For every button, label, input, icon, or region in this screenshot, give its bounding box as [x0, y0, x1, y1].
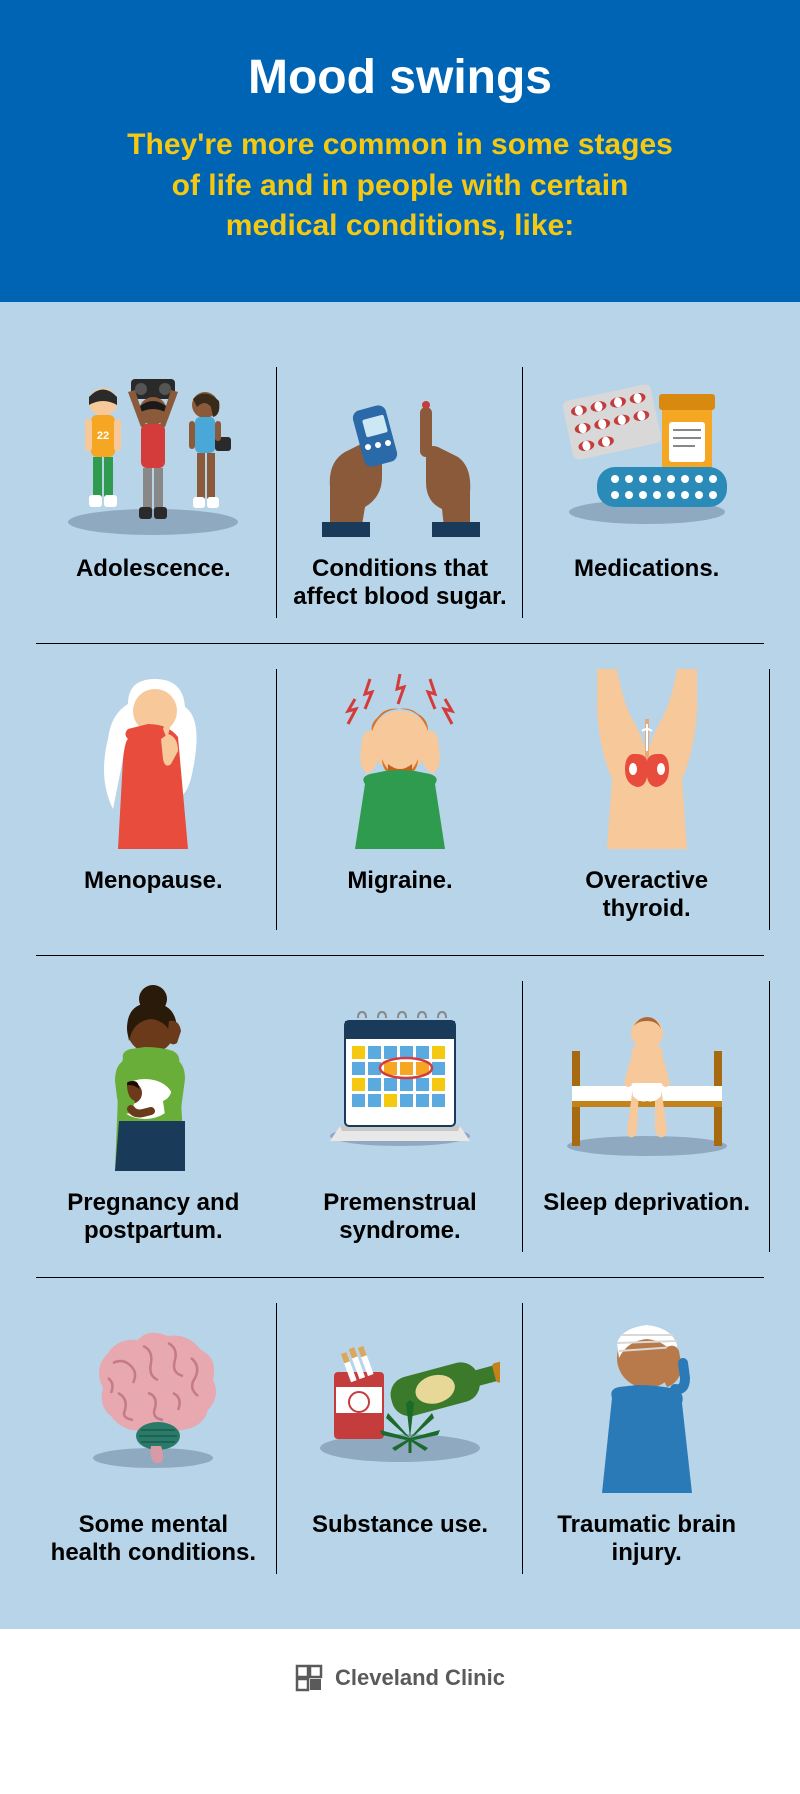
grid-cell: 22 — [30, 342, 277, 643]
grid-cell: Some mental health conditions. — [30, 1278, 277, 1599]
cell-label: Migraine. — [347, 867, 452, 925]
svg-text:22: 22 — [97, 430, 109, 442]
grid-cell: Medications. — [523, 342, 770, 643]
conditions-grid: 22 — [0, 302, 800, 1629]
thyroid-icon — [538, 669, 755, 849]
migraine-icon — [292, 669, 509, 849]
substance-icon — [292, 1303, 509, 1493]
grid-cell: Conditions that affect blood sugar. — [277, 342, 524, 643]
cell-label: Overactive thyroid. — [538, 867, 755, 925]
grid-cell: Migraine. — [277, 644, 524, 955]
cell-label: Premenstrual syndrome. — [292, 1189, 509, 1247]
cell-label: Pregnancy and postpartum. — [45, 1189, 262, 1247]
footer-brand: Cleveland Clinic — [335, 1665, 505, 1691]
blood-sugar-icon — [292, 367, 509, 537]
cleveland-clinic-logo-icon — [295, 1664, 323, 1692]
mood-swings-infographic: Mood swings They're more common in some … — [0, 0, 800, 1737]
footer: Cleveland Clinic — [0, 1629, 800, 1737]
sleep-deprivation-icon — [538, 981, 755, 1171]
cell-label: Some mental health conditions. — [45, 1511, 262, 1569]
pregnancy-icon — [45, 981, 262, 1171]
grid-cell: Traumatic brain injury. — [523, 1278, 770, 1599]
grid-cell: Premenstrual syndrome. — [277, 956, 524, 1277]
cell-label: Adolescence. — [76, 555, 231, 613]
medications-icon — [538, 367, 755, 537]
menopause-icon — [45, 669, 262, 849]
head-injury-icon — [538, 1303, 755, 1493]
header-banner: Mood swings They're more common in some … — [0, 0, 800, 302]
cell-label: Medications. — [574, 555, 719, 613]
grid-cell: Menopause. — [30, 644, 277, 955]
page-title: Mood swings — [60, 50, 740, 105]
brain-icon — [45, 1303, 262, 1493]
cell-label: Menopause. — [84, 867, 223, 925]
calendar-icon — [292, 981, 509, 1171]
grid-cell: Overactive thyroid. — [523, 644, 770, 955]
page-subtitle: They're more common in some stages of li… — [120, 125, 680, 247]
grid-cell: Substance use. — [277, 1278, 524, 1599]
grid-cell: Pregnancy and postpartum. — [30, 956, 277, 1277]
adolescence-icon: 22 — [45, 367, 262, 537]
cell-label: Conditions that affect blood sugar. — [292, 555, 509, 613]
cell-label: Sleep deprivation. — [543, 1189, 750, 1247]
cell-label: Traumatic brain injury. — [538, 1511, 755, 1569]
grid-cell: Sleep deprivation. — [523, 956, 770, 1277]
cell-label: Substance use. — [312, 1511, 488, 1569]
